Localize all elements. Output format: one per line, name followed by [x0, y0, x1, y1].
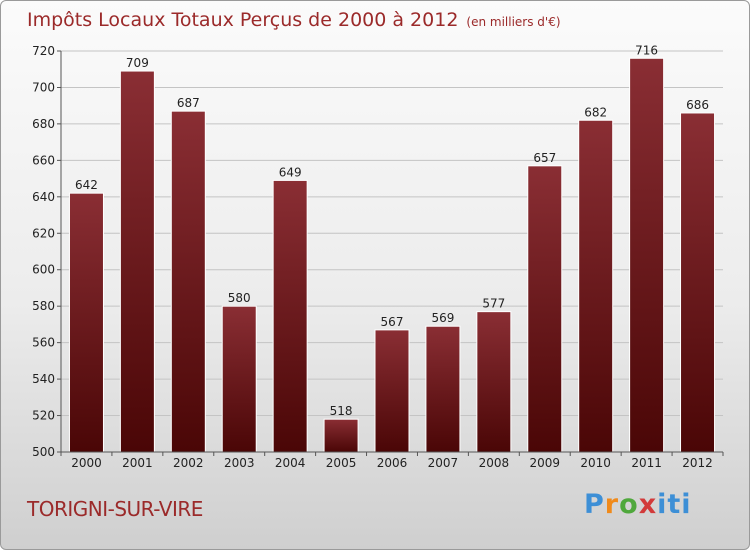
logo-letters-iti: iti [657, 489, 692, 520]
x-tick-label-2012: 2012 [682, 456, 713, 470]
logo-letter-p: P [584, 489, 605, 520]
labels: 500 520 540 560 580 600 620 640 660 680 700 720 642 2… [32, 43, 713, 470]
bar-2010 [578, 119, 614, 453]
bar-2009 [527, 165, 563, 453]
bars [68, 57, 716, 453]
y-tick-label: 620 [32, 226, 55, 240]
logo-letter-o: o [619, 489, 639, 520]
value-label-2011: 716 [635, 43, 658, 57]
x-tick-label-2007: 2007 [428, 456, 459, 470]
bar-2006 [374, 329, 410, 453]
y-tick-label: 560 [32, 336, 55, 350]
y-tick-label: 660 [32, 153, 55, 167]
value-label-2002: 687 [177, 96, 200, 110]
bar-2004 [272, 179, 308, 453]
y-tick-label: 720 [32, 44, 55, 58]
logo-letter-x: x [638, 489, 658, 520]
x-tick-label-2006: 2006 [377, 456, 408, 470]
x-tick-label-2000: 2000 [71, 456, 102, 470]
x-tick-label-2010: 2010 [580, 456, 611, 470]
x-tick-label-2008: 2008 [479, 456, 510, 470]
bar-2000 [68, 192, 104, 453]
value-label-2007: 569 [431, 311, 454, 325]
bar-2012 [680, 112, 716, 453]
value-label-2012: 686 [686, 98, 709, 112]
x-tick-label-2003: 2003 [224, 456, 255, 470]
bar-2005 [323, 418, 359, 453]
value-label-2009: 657 [533, 151, 556, 165]
y-tick-label: 500 [32, 445, 55, 459]
value-label-2000: 642 [75, 178, 98, 192]
bar-2008 [476, 311, 512, 453]
bar-2002 [170, 110, 206, 453]
y-tick-label: 580 [32, 299, 55, 313]
x-tick-label-2002: 2002 [173, 456, 204, 470]
y-tick-label: 640 [32, 190, 55, 204]
y-tick-label: 600 [32, 263, 55, 277]
y-tick-label: 540 [32, 372, 55, 386]
x-tick-label-2011: 2011 [631, 456, 662, 470]
bar-2003 [221, 305, 257, 453]
proxiti-logo[interactable]: Proxiti [584, 489, 692, 520]
value-label-2010: 682 [584, 105, 607, 119]
bar-2011 [629, 57, 665, 453]
x-tick-label-2004: 2004 [275, 456, 306, 470]
value-label-2006: 567 [381, 315, 404, 329]
value-label-2008: 577 [482, 297, 505, 311]
location-label: TORIGNI-SUR-VIRE [27, 497, 203, 521]
value-label-2005: 518 [330, 404, 353, 418]
value-label-2001: 709 [126, 56, 149, 70]
value-label-2004: 649 [279, 165, 302, 179]
bar-2007 [425, 325, 461, 453]
logo-letter-r: r [604, 489, 620, 520]
y-tick-label: 680 [32, 117, 55, 131]
y-tick-label: 520 [32, 409, 55, 423]
x-tick-label-2001: 2001 [122, 456, 153, 470]
bar-2001 [119, 70, 155, 453]
axes [57, 50, 724, 456]
chart-title-block: Impôts Locaux Totaux Perçus de 2000 à 20… [27, 9, 561, 31]
chart-subtitle: (en milliers d'€) [466, 15, 561, 29]
chart-title: Impôts Locaux Totaux Perçus de 2000 à 20… [27, 9, 459, 31]
x-tick-label-2005: 2005 [326, 456, 357, 470]
y-tick-label: 700 [32, 80, 55, 94]
x-tick-label-2009: 2009 [529, 456, 560, 470]
value-label-2003: 580 [228, 291, 251, 305]
